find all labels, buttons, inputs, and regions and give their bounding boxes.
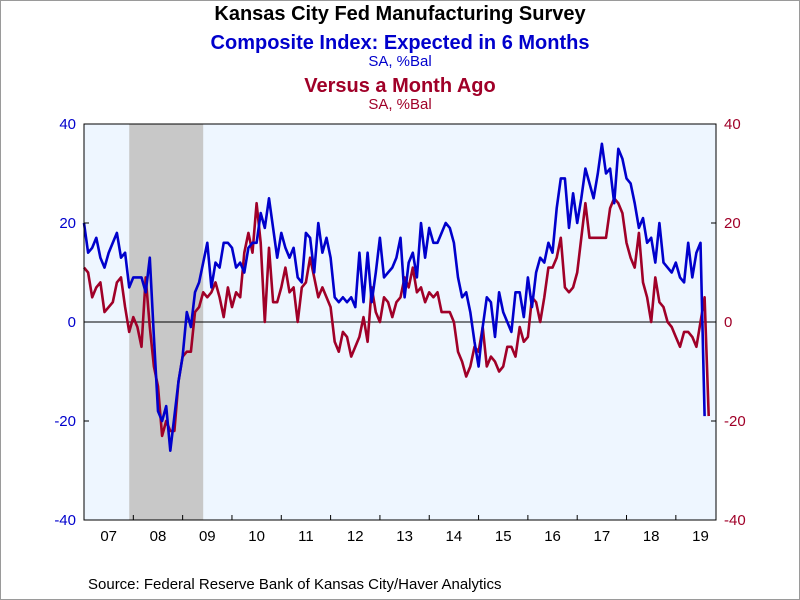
right-y-tick-label: -20 (724, 413, 746, 430)
x-tick-label: 16 (544, 528, 561, 545)
x-tick-label: 11 (298, 528, 314, 545)
right-y-tick-label: 20 (724, 215, 741, 232)
series2-title: Versus a Month Ago (304, 75, 496, 97)
left-y-tick-label: -40 (54, 512, 76, 529)
x-tick-label: 13 (396, 528, 413, 545)
series-line-2 (83, 197, 710, 438)
x-tick-label: 08 (150, 528, 167, 545)
source-note: Source: Federal Reserve Bank of Kansas C… (88, 576, 502, 593)
left-y-tick-label: -20 (54, 413, 76, 430)
x-tick-label: 17 (594, 528, 611, 545)
x-tick-label: 12 (347, 528, 364, 545)
x-tick-label: 10 (248, 528, 265, 545)
left-y-tick-label: 20 (59, 215, 76, 232)
x-tick-label: 15 (495, 528, 512, 545)
chart-title: Kansas City Fed Manufacturing Survey (214, 3, 586, 25)
left-y-tick-label: 0 (68, 314, 76, 331)
right-y-tick-label: 0 (724, 314, 732, 331)
series1-units: SA, %Bal (368, 53, 432, 70)
series2-units: SA, %Bal (368, 96, 432, 113)
right-y-tick-label: -40 (724, 512, 746, 529)
series-line-1 (82, 142, 706, 453)
axes: 40 40 20 20 0 0 -20 -20 -40 -40 07 08 09 10 11 12 13 14 15… (54, 116, 745, 545)
x-tick-label: 18 (643, 528, 660, 545)
right-y-tick-label: 40 (724, 116, 741, 133)
x-tick-label: 14 (446, 528, 463, 545)
x-tick-label: 07 (100, 528, 117, 545)
series1-title: Composite Index: Expected in 6 Months (210, 32, 590, 54)
series-lines (82, 142, 710, 453)
x-tick-label: 09 (199, 528, 216, 545)
x-tick-label: 19 (692, 528, 709, 545)
left-y-tick-label: 40 (59, 116, 76, 133)
